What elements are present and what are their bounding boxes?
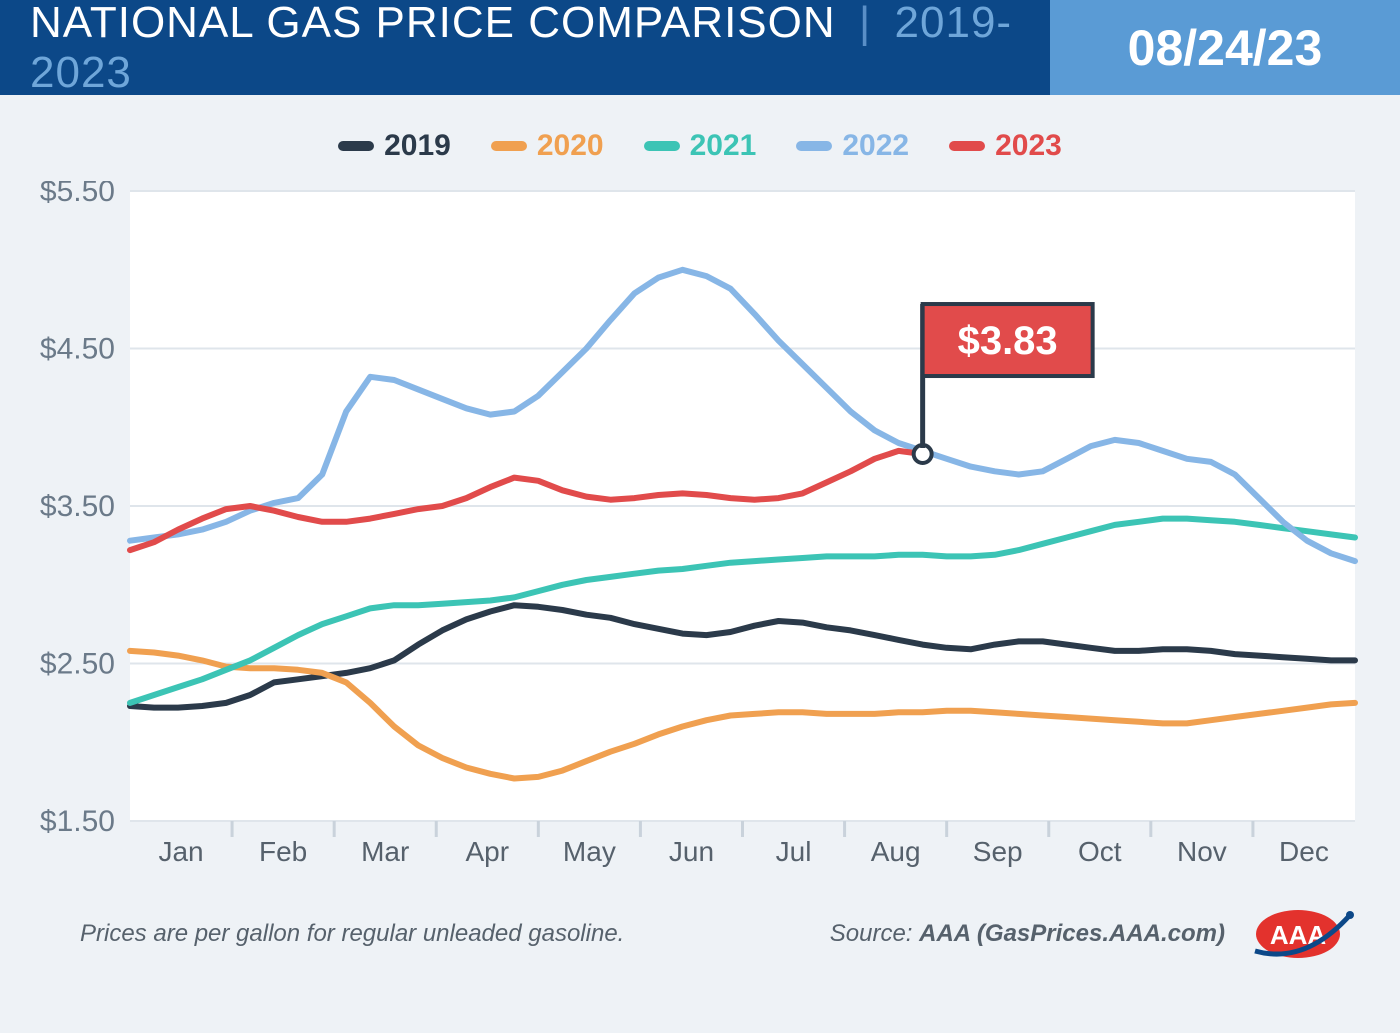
header-right: 08/24/23 bbox=[1050, 0, 1400, 95]
title-main: NATIONAL GAS PRICE COMPARISON bbox=[30, 0, 836, 47]
footer-source: Source: AAA (GasPrices.AAA.com) bbox=[830, 920, 1225, 948]
svg-text:$4.50: $4.50 bbox=[40, 333, 115, 366]
source-prefix: Source: bbox=[830, 920, 919, 947]
legend-item-2021: 2021 bbox=[644, 129, 757, 163]
svg-text:$1.50: $1.50 bbox=[40, 805, 115, 838]
svg-text:Oct: Oct bbox=[1078, 836, 1122, 867]
legend-item-2020: 2020 bbox=[491, 129, 604, 163]
chart-container: $1.50 $2.50 $3.50 $4.50 $5.50 Jan Feb Mar Apr May… bbox=[30, 181, 1370, 881]
line-chart: $1.50 $2.50 $3.50 $4.50 $5.50 Jan Feb Mar Apr May… bbox=[30, 181, 1370, 881]
logo-text: AAA bbox=[1270, 920, 1327, 950]
svg-text:Jul: Jul bbox=[776, 836, 812, 867]
legend-label: 2022 bbox=[842, 129, 909, 163]
svg-text:Mar: Mar bbox=[361, 836, 409, 867]
header-date: 08/24/23 bbox=[1128, 19, 1323, 77]
legend-swatch bbox=[338, 141, 374, 151]
legend-label: 2020 bbox=[537, 129, 604, 163]
legend-swatch bbox=[949, 141, 985, 151]
header-bar: NATIONAL GAS PRICE COMPARISON | 2019-202… bbox=[0, 0, 1400, 95]
legend-swatch bbox=[644, 141, 680, 151]
svg-text:$3.50: $3.50 bbox=[40, 490, 115, 523]
aaa-logo: AAA bbox=[1250, 903, 1360, 965]
legend-item-2022: 2022 bbox=[796, 129, 909, 163]
title-separator: | bbox=[859, 0, 871, 47]
page-title: NATIONAL GAS PRICE COMPARISON | 2019-202… bbox=[30, 0, 1050, 98]
svg-text:Feb: Feb bbox=[259, 836, 307, 867]
legend: 2019 2020 2021 2022 2023 bbox=[0, 95, 1400, 181]
svg-text:Jun: Jun bbox=[669, 836, 714, 867]
svg-text:$5.50: $5.50 bbox=[40, 181, 115, 208]
svg-text:Apr: Apr bbox=[466, 836, 510, 867]
legend-swatch bbox=[491, 141, 527, 151]
svg-text:Sep: Sep bbox=[973, 836, 1023, 867]
source-bold: AAA (GasPrices.AAA.com) bbox=[919, 920, 1225, 947]
svg-text:Dec: Dec bbox=[1279, 836, 1329, 867]
legend-label: 2019 bbox=[384, 129, 451, 163]
svg-text:$2.50: $2.50 bbox=[40, 648, 115, 681]
legend-item-2019: 2019 bbox=[338, 129, 451, 163]
svg-text:Aug: Aug bbox=[871, 836, 921, 867]
legend-swatch bbox=[796, 141, 832, 151]
svg-text:May: May bbox=[563, 836, 616, 867]
svg-text:Jan: Jan bbox=[158, 836, 203, 867]
legend-item-2023: 2023 bbox=[949, 129, 1062, 163]
legend-label: 2021 bbox=[690, 129, 757, 163]
footer-note: Prices are per gallon for regular unlead… bbox=[80, 920, 624, 948]
svg-text:Nov: Nov bbox=[1177, 836, 1227, 867]
legend-label: 2023 bbox=[995, 129, 1062, 163]
header-left: NATIONAL GAS PRICE COMPARISON | 2019-202… bbox=[0, 0, 1050, 95]
footer: Prices are per gallon for regular unlead… bbox=[0, 881, 1400, 965]
callout-value: $3.83 bbox=[958, 319, 1058, 363]
